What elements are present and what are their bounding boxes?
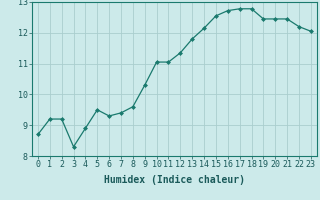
X-axis label: Humidex (Indice chaleur): Humidex (Indice chaleur) xyxy=(104,175,245,185)
